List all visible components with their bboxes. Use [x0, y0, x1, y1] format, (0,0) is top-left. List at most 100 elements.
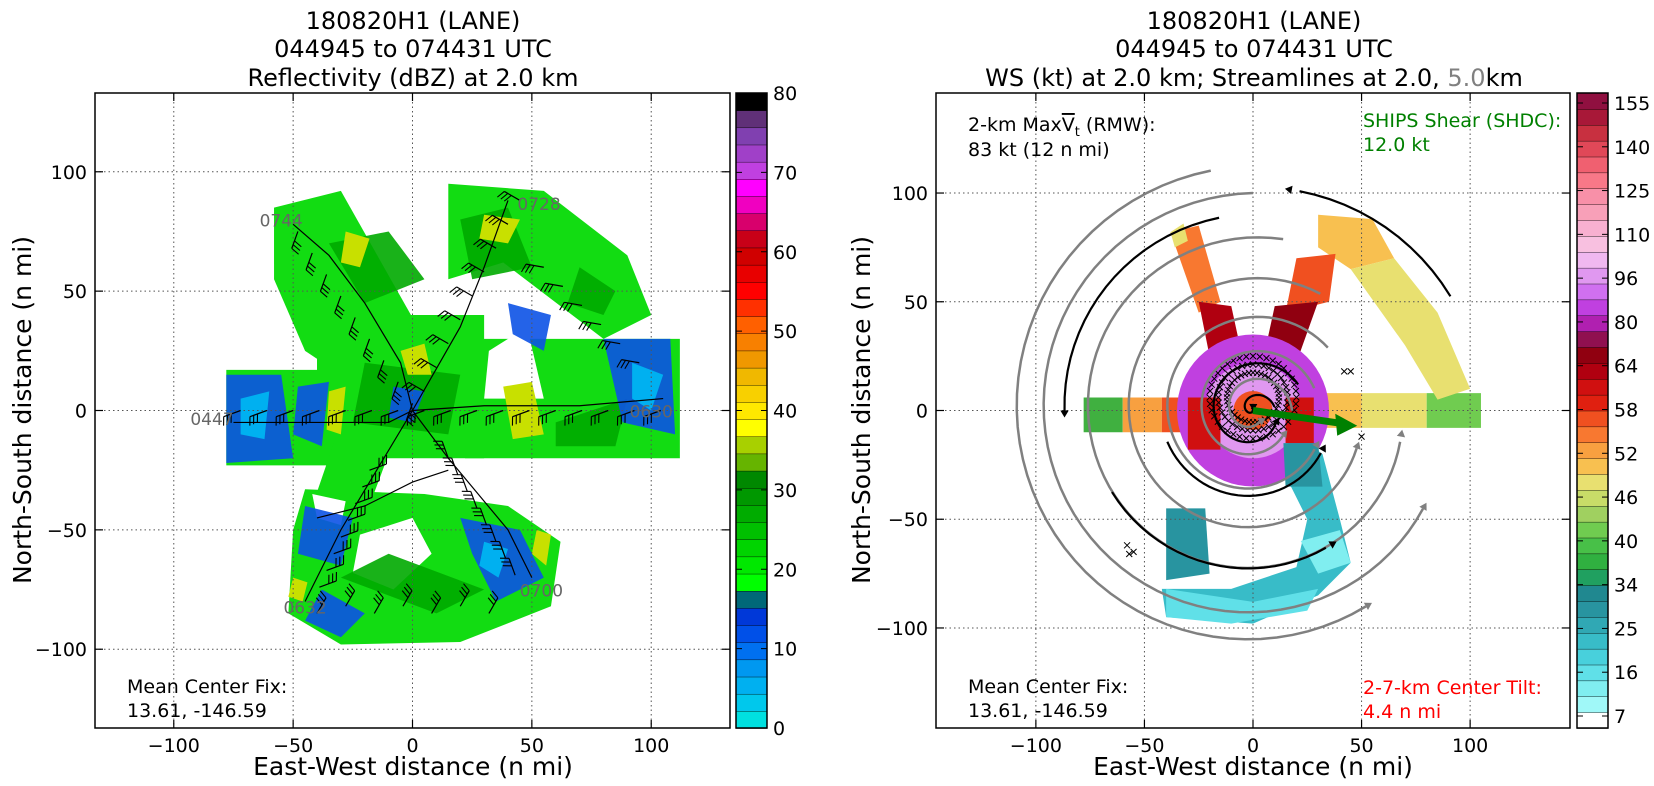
- windspeed-band: [1170, 225, 1221, 313]
- hatch-mark: [1265, 423, 1273, 431]
- colorbar-swatch: [735, 350, 768, 369]
- colorbar-swatch: [735, 161, 768, 180]
- wind-barb: [301, 409, 320, 426]
- colorbar-swatch: [1576, 537, 1609, 555]
- leg-time-label: 0447: [190, 410, 233, 430]
- right-windspeed-field: [1083, 214, 1481, 624]
- wind-barb: [597, 339, 621, 350]
- hatch-mark: [1358, 433, 1365, 440]
- wind-barb: [590, 409, 609, 426]
- hatch-mark: [1284, 418, 1292, 426]
- hatch-mark: [1215, 399, 1223, 406]
- hatch-mark: [1224, 386, 1232, 394]
- right-title-line3-b: 5.0: [1447, 64, 1485, 92]
- colorbar-swatch: [1576, 156, 1609, 174]
- hatch-mark: [1244, 426, 1251, 434]
- colorbar-swatch: [735, 573, 768, 592]
- streamline-5km-arrow: [1257, 418, 1266, 426]
- hatch-mark: [1206, 400, 1214, 408]
- left-y-tick-label: 0: [75, 401, 87, 423]
- windspeed-band: [1122, 397, 1162, 433]
- left-field: [226, 183, 680, 645]
- right-annotation-shear-line1: SHIPS Shear (SHDC):: [1363, 110, 1561, 132]
- hatch-mark: [1245, 369, 1253, 377]
- hatch-mark: [1242, 434, 1250, 442]
- streamline-5km-arrow: [1279, 430, 1288, 439]
- streamline-2km: [1111, 491, 1327, 570]
- wind-barb: [442, 457, 459, 476]
- reflectivity-area-lowest: [632, 362, 664, 411]
- wind-barb: [355, 488, 373, 505]
- windspeed-band: [1300, 530, 1351, 574]
- left-y-tick-label: 50: [63, 281, 87, 303]
- colorbar-tick-label: 30: [773, 480, 797, 502]
- colorbar-tick-label: 140: [1614, 137, 1650, 159]
- hatch-mark: [1130, 548, 1137, 556]
- right-panel: 180820H1 (LANE) 044945 to 074431 UTC WS …: [847, 7, 1650, 781]
- colorbar-swatch: [1576, 410, 1609, 428]
- wind-barb: [401, 381, 425, 393]
- leg-time-label: 0744: [260, 212, 303, 232]
- left-title-line3: Reflectivity (dBZ) at 2.0 km: [248, 64, 579, 92]
- colorbar-swatch: [1576, 711, 1609, 729]
- colorbar-swatch: [1576, 521, 1609, 539]
- hatch-mark: [1206, 387, 1214, 395]
- hatch-mark: [1125, 550, 1133, 558]
- wind-barb: [319, 274, 331, 298]
- left-colorbar-tick-labels: 0 10 20 30 40 50 60 70 80: [736, 83, 797, 740]
- hatch-mark: [1237, 416, 1245, 423]
- reflectivity-gap: [484, 326, 544, 399]
- left-x-tick-label: 50: [520, 735, 544, 757]
- right-x-tick-label: −100: [1010, 735, 1062, 757]
- wind-barb: [459, 583, 470, 607]
- hatch-mark: [1234, 414, 1242, 421]
- wind-barb: [291, 231, 302, 255]
- colorbar-swatch: [735, 367, 768, 386]
- leg-time-label: 0700: [520, 582, 563, 602]
- left-x-tick-label: −50: [273, 735, 313, 757]
- streamline-5km-arrow: [1419, 502, 1427, 511]
- colorbar-swatch: [735, 195, 768, 214]
- colorbar-swatch: [1576, 299, 1609, 316]
- colorbar-swatch: [1576, 553, 1609, 570]
- leg-time-label: 0632: [283, 598, 326, 618]
- hatch-mark: [1274, 401, 1282, 409]
- left-annotation-line2: 13.61, -146.59: [127, 700, 267, 722]
- wind-barb: [380, 409, 399, 426]
- wind-barb: [559, 301, 583, 312]
- wind-barb: [223, 409, 241, 426]
- left-leg-time-labels: 0744 0728 0447 0630 0632 0700: [190, 195, 673, 618]
- colorbar-swatch: [735, 641, 768, 661]
- windspeed-band: [1318, 214, 1395, 270]
- colorbar-swatch: [1576, 378, 1609, 396]
- colorbar-tick-label: 34: [1614, 575, 1638, 597]
- colorbar-swatch: [1576, 600, 1609, 618]
- hatch-mark: [1214, 394, 1222, 401]
- wind-barb: [452, 474, 468, 492]
- colorbar-swatch: [735, 624, 768, 643]
- colorbar-swatch: [1576, 569, 1609, 586]
- hatch-mark: [1255, 426, 1262, 434]
- right-annotation-center-line1: Mean Center Fix:: [968, 676, 1128, 698]
- right-title-line3-a: WS (kt) at 2.0 km; Streamlines at 2.0,: [985, 64, 1447, 92]
- reflectivity-area-low: [507, 303, 551, 351]
- wind-barb: [497, 190, 521, 202]
- wind-barb: [520, 263, 544, 274]
- colorbar-swatch: [735, 144, 768, 163]
- reflectivity-area-high: [340, 231, 370, 268]
- hatch-mark: [1282, 383, 1290, 391]
- colorbar-swatch: [1576, 203, 1609, 221]
- wind-barb: [328, 409, 346, 426]
- left-y-tick-label: −100: [35, 639, 87, 661]
- wind-barb: [616, 359, 640, 370]
- wind-barb: [540, 282, 563, 293]
- max-wind-prefix: 2-km Max: [968, 114, 1062, 136]
- colorbar-tick-label: 16: [1614, 662, 1638, 684]
- colorbar-tick-label: 7: [1614, 706, 1626, 728]
- wind-barb: [377, 360, 388, 384]
- right-title-line2: 044945 to 074431 UTC: [1115, 35, 1393, 63]
- streamline-5km: [1015, 169, 1367, 641]
- wind-barb: [485, 214, 509, 226]
- left-x-tick-label: 0: [406, 735, 418, 757]
- hatch-mark: [1288, 375, 1296, 383]
